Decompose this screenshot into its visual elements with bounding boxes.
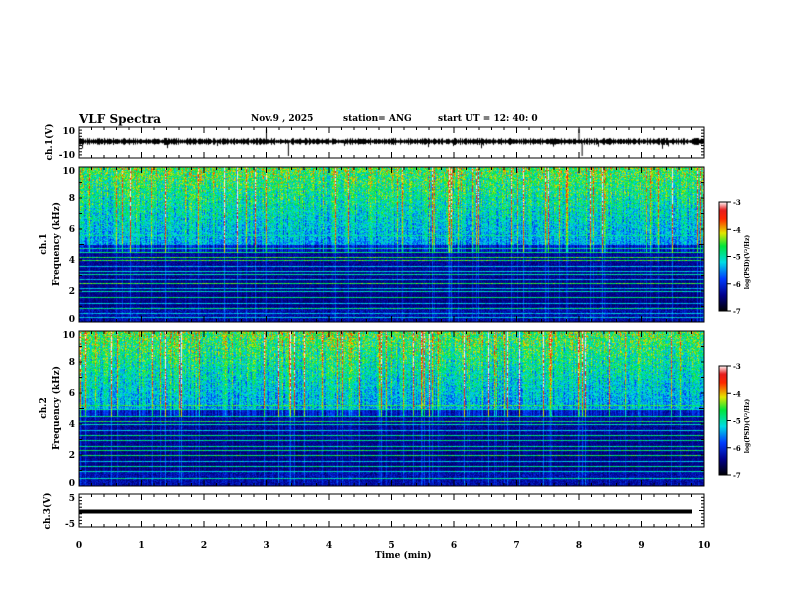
colorbar-tick-label: -3 — [733, 198, 741, 207]
x-tick-label: 2 — [201, 541, 207, 551]
x-tick-label: 5 — [388, 541, 394, 551]
panel-frame-2 — [78, 166, 705, 323]
y-tick-label: 6 — [69, 225, 75, 235]
colorbar-tick-label: -7 — [733, 471, 741, 480]
x-tick-label: 3 — [263, 541, 269, 551]
x-axis-label: Time (min) — [375, 551, 432, 561]
colorbar-tick-label: -4 — [733, 389, 741, 398]
y-tick-label: 2 — [69, 451, 75, 461]
ch2-spectrogram-ylabel: Frequency (kHz) — [51, 366, 62, 450]
y-tick-label: 2 — [69, 287, 75, 297]
colorbar-label: log(PSD)(V²/Hz) — [744, 235, 751, 290]
x-tick-label: 0 — [76, 541, 82, 551]
x-tick-label: 7 — [513, 541, 519, 551]
y-tick-label: 4 — [69, 256, 75, 266]
x-tick-label: 8 — [576, 541, 582, 551]
ch3-waveform-ylabel: ch.3(V) — [42, 493, 53, 530]
x-tick-label: 6 — [451, 541, 457, 551]
ch1-spectrogram-ylabel-channel: ch.1 — [39, 233, 49, 254]
colorbar-tick-label: -6 — [733, 280, 741, 289]
y-tick-label: 10 — [62, 167, 75, 177]
x-tick-label: 4 — [326, 541, 332, 551]
y-tick-label: 0 — [69, 315, 75, 325]
ch2-spectrogram — [79, 331, 704, 486]
y-tick-label: 8 — [69, 194, 75, 204]
ch1-spectrogram-ylabel: Frequency (kHz) — [51, 202, 62, 286]
colorbar-ch1 — [719, 202, 727, 311]
colorbar-tick-label: -7 — [733, 307, 741, 316]
colorbar-tick-label: -3 — [733, 362, 741, 371]
date-label: Nov.9 , 2025 — [251, 114, 314, 124]
y-tick-label: 6 — [69, 389, 75, 399]
y-tick-label: 10 — [62, 331, 75, 341]
colorbar-ch2 — [719, 366, 727, 475]
panel-frame-3 — [78, 330, 705, 487]
colorbar-frame-2 — [718, 365, 728, 476]
colorbar-tick-label: -6 — [733, 444, 741, 453]
station-label: station= ANG — [343, 114, 412, 124]
y-tick-label: 0 — [69, 479, 75, 489]
colorbar-tick-label: -5 — [733, 253, 741, 262]
x-tick-label: 1 — [138, 541, 144, 551]
ch1-waveform-ylabel: ch.1(V) — [44, 124, 55, 161]
y-tick-label: 5 — [69, 494, 75, 504]
start-time-label: start UT = 12: 40: 0 — [438, 114, 538, 124]
y-tick-label: -10 — [59, 151, 75, 161]
colorbar-tick-label: -5 — [733, 417, 741, 426]
colorbar-tick-label: -4 — [733, 225, 741, 234]
colorbar-label: log(PSD)(V²/Hz) — [744, 399, 751, 454]
x-tick-label: 10 — [698, 541, 711, 551]
ch2-spectrogram-ylabel-channel: ch.2 — [39, 397, 49, 418]
colorbar-frame-1 — [718, 201, 728, 312]
chart-title: VLF Spectra — [79, 112, 162, 126]
y-tick-label: -5 — [65, 520, 75, 530]
y-tick-label: 8 — [69, 358, 75, 368]
y-tick-label: 10 — [62, 127, 75, 137]
x-tick-label: 9 — [638, 541, 644, 551]
y-tick-label: 4 — [69, 420, 75, 430]
ch1-spectrogram — [79, 167, 704, 322]
